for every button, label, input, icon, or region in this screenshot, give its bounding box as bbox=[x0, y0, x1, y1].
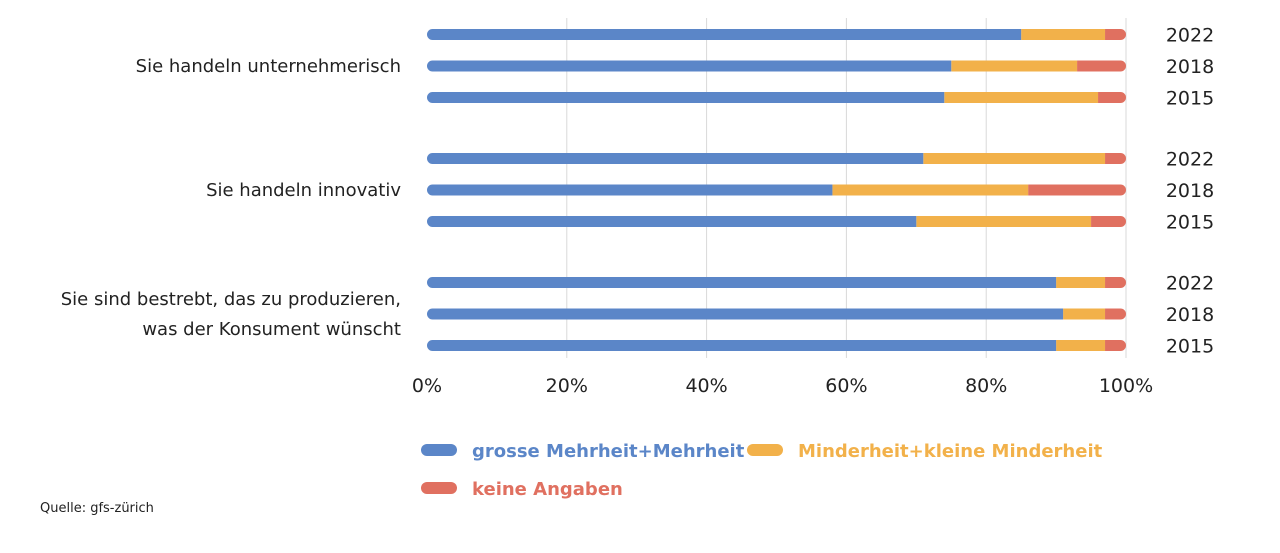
bar-segment bbox=[923, 153, 1106, 164]
x-tick-label: 60% bbox=[825, 375, 867, 397]
legend-label: grosse Mehrheit+Mehrheit bbox=[472, 441, 745, 462]
legend: grosse Mehrheit+Mehrheit Minderheit+klein… bbox=[421, 441, 1103, 500]
category-label: was der Konsument wünscht bbox=[142, 319, 401, 340]
bar-segment bbox=[1028, 184, 1126, 196]
bar-segment bbox=[1098, 92, 1126, 103]
year-label: 2015 bbox=[1166, 88, 1214, 110]
source-note: Quelle: gfs-zürich bbox=[40, 501, 154, 516]
bar-segment bbox=[1077, 60, 1126, 72]
bar-segment bbox=[1105, 340, 1126, 351]
bar-segment bbox=[1105, 29, 1126, 40]
x-tick-label: 40% bbox=[685, 375, 727, 397]
bar-segment bbox=[427, 29, 1022, 40]
bar-segment bbox=[427, 308, 1064, 320]
bar-segment bbox=[1091, 216, 1126, 227]
bar-segment bbox=[1056, 340, 1106, 351]
bar-segment bbox=[427, 92, 945, 103]
year-label: 2018 bbox=[1166, 56, 1214, 78]
year-labels: 2022 2018 2015 2022 2018 2015 2022 2018 2015 bbox=[1166, 25, 1214, 358]
x-tick-label: 0% bbox=[412, 375, 442, 397]
year-label: 2018 bbox=[1166, 180, 1214, 202]
bar-segment bbox=[427, 216, 917, 227]
bar-segment bbox=[832, 184, 1029, 196]
bar-segment bbox=[427, 153, 924, 164]
category-label: Sie handeln unternehmerisch bbox=[136, 56, 401, 77]
bar-segment bbox=[944, 92, 1099, 103]
x-tick-label: 100% bbox=[1099, 375, 1153, 397]
bar-segment bbox=[427, 277, 1057, 288]
bar-segment bbox=[1105, 153, 1126, 164]
year-label: 2015 bbox=[1166, 336, 1214, 358]
bar-segment bbox=[916, 216, 1092, 227]
bar-segment bbox=[1063, 308, 1106, 320]
bar-segment bbox=[427, 184, 833, 196]
bars bbox=[427, 29, 1126, 351]
legend-label: keine Angaben bbox=[472, 479, 623, 500]
x-axis-tick-labels: 0% 20% 40% 60% 80% 100% bbox=[412, 375, 1153, 397]
legend-label: Minderheit+kleine Minderheit bbox=[798, 441, 1103, 462]
category-labels: Sie handeln unternehmerisch Sie handeln i… bbox=[61, 56, 402, 340]
bar-segment bbox=[427, 340, 1057, 351]
x-tick-label: 20% bbox=[546, 375, 588, 397]
year-label: 2018 bbox=[1166, 304, 1214, 326]
x-tick-label: 80% bbox=[965, 375, 1007, 397]
year-label: 2022 bbox=[1166, 273, 1214, 295]
bar-segment bbox=[1105, 308, 1126, 320]
year-label: 2022 bbox=[1166, 149, 1214, 171]
bar-segment bbox=[1056, 277, 1106, 288]
category-label: Sie sind bestrebt, das zu produzieren, bbox=[61, 289, 401, 310]
category-label: Sie handeln innovativ bbox=[206, 180, 401, 201]
bar-segment bbox=[1021, 29, 1106, 40]
year-label: 2015 bbox=[1166, 212, 1214, 234]
year-label: 2022 bbox=[1166, 25, 1214, 47]
bar-segment bbox=[951, 60, 1078, 72]
bar-segment bbox=[1105, 277, 1126, 288]
bar-segment bbox=[427, 60, 952, 72]
